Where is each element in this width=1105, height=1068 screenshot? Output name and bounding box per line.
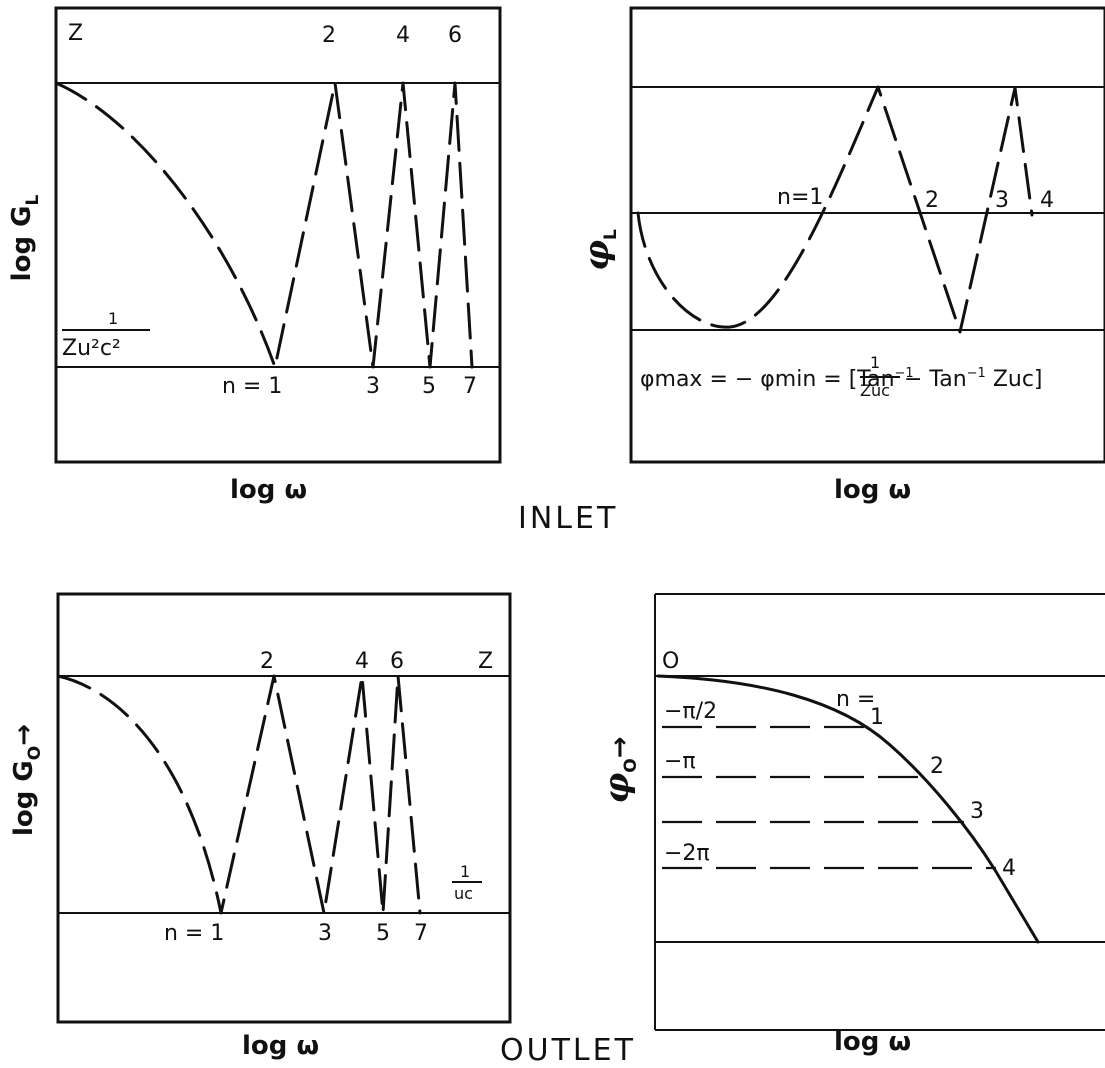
outlet-phase-panel: O n = 1 2 3 4 −π/2 −π −2π φO→ log ω (597, 593, 1105, 1057)
outlet-phase-n-label: n = (836, 687, 875, 712)
inlet-gain-xlabel: log ω (230, 475, 307, 505)
outlet-gain-panel: 2 4 6 Z n = 1 3 5 7 1 uc log GO→ log ω (9, 592, 512, 1061)
outlet-phase-xlabel: log ω (834, 1027, 911, 1057)
outlet-gain-top-label: Z (478, 649, 493, 674)
outlet-gain-peak-4: 4 (355, 649, 369, 674)
outlet-phase-point-2: 2 (930, 754, 944, 779)
inlet-phase-ylabel: φL (577, 229, 621, 271)
outlet-gain-ylabel: log GO→ (9, 724, 45, 836)
outlet-phase-level-label-two-pi: −2π (664, 841, 710, 866)
outlet-gain-trough-5: 5 (376, 921, 390, 946)
outlet-gain-xlabel: log ω (242, 1031, 319, 1061)
inlet-gain-peak-2: 2 (322, 23, 336, 48)
inlet-gain-bottom-den: Zu²c² (62, 336, 121, 361)
inlet-phase-frame (629, 6, 1105, 464)
outlet-gain-curve (56, 674, 422, 915)
inlet-gain-frame (54, 6, 502, 464)
outlet-gain-right-den: uc (454, 884, 473, 903)
inlet-phase-panel: n=1 2 3 4 φmax = − φmin = [Tan−1 1 Zuc −… (577, 6, 1105, 505)
inlet-phase-label-2: 2 (925, 188, 939, 213)
inlet-gain-trough-3: 3 (366, 374, 380, 399)
outlet-phase-ylabel: φO→ (597, 736, 641, 803)
inlet-gain-curve (54, 81, 474, 369)
outlet-gain-trough-7: 7 (414, 921, 428, 946)
outlet-gain-frame (56, 592, 512, 1024)
inlet-gain-trough-5: 5 (422, 374, 436, 399)
inlet-gain-peak-6: 6 (448, 23, 462, 48)
inlet-gain-peak-4: 4 (396, 23, 410, 48)
formula-frac-num: 1 (870, 353, 880, 372)
inlet-phase-curve (636, 85, 1034, 334)
outlet-gain-right-num: 1 (460, 862, 470, 881)
inlet-phase-label-3: 3 (995, 188, 1009, 213)
outlet-section-label: OUTLET (500, 1033, 636, 1068)
inlet-phase-label-n1: n=1 (777, 185, 823, 210)
formula-left: φmax = − φmin = [Tan (640, 367, 895, 392)
inlet-section-label: INLET (518, 501, 618, 536)
outlet-phase-point-4: 4 (1002, 856, 1016, 881)
inlet-gain-trough-n1: n = 1 (222, 374, 282, 399)
inlet-gain-ylabel: log GL (7, 195, 43, 282)
outlet-phase-level-label-pi: −π (664, 749, 696, 774)
inlet-gain-trough-7: 7 (463, 374, 477, 399)
outlet-phase-zero-label: O (662, 649, 679, 674)
formula-frac-den: Zuc (860, 381, 890, 400)
outlet-gain-trough-3: 3 (318, 921, 332, 946)
formula-right: − Tan (904, 367, 967, 392)
inlet-gain-panel: Z 2 4 6 n = 1 3 5 7 1 Zu²c² log GL log ω (7, 6, 502, 505)
outlet-phase-point-1: 1 (870, 705, 884, 730)
inlet-gain-top-label: Z (68, 21, 83, 46)
svg-text:− Tan−1 Zuc]: − Tan−1 Zuc] (904, 366, 1043, 392)
outlet-gain-trough-n1: n = 1 (164, 921, 224, 946)
inlet-gain-bottom-num: 1 (108, 309, 118, 328)
outlet-phase-point-3: 3 (970, 799, 984, 824)
outlet-phase-level-label-half-pi: −π/2 (664, 699, 717, 724)
outlet-gain-peak-2: 2 (260, 649, 274, 674)
outlet-phase-curve (656, 674, 1040, 944)
outlet-gain-peak-6: 6 (390, 649, 404, 674)
inlet-phase-label-4: 4 (1040, 188, 1054, 213)
inlet-phase-xlabel: log ω (834, 475, 911, 505)
inlet-phase-formula: φmax = − φmin = [Tan−1 1 Zuc − Tan−1 Zuc… (640, 353, 1043, 400)
